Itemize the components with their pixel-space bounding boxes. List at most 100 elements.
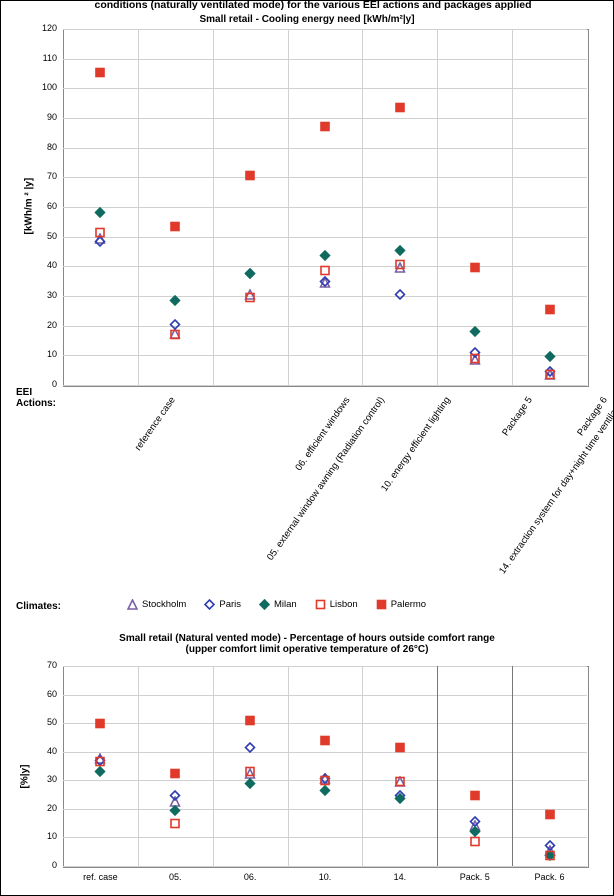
ytick-label: 10	[33, 831, 57, 841]
data-point	[394, 740, 405, 758]
category-label: 14.	[365, 872, 435, 882]
gridline	[63, 237, 587, 238]
chart1-climates-label: Climates:	[16, 601, 61, 612]
category-label: Pack. 5	[440, 872, 510, 882]
data-point	[544, 367, 555, 385]
data-point	[170, 219, 181, 237]
data-point	[95, 716, 106, 734]
gridline	[63, 326, 587, 327]
data-point	[320, 119, 331, 137]
gridline	[63, 177, 587, 178]
gridline	[63, 148, 587, 149]
category-label: ref. case	[65, 872, 135, 882]
ytick-label: 60	[33, 201, 57, 211]
ytick-label: 40	[33, 260, 57, 270]
data-point	[394, 100, 405, 118]
gridline	[63, 752, 587, 753]
gridline	[63, 29, 587, 30]
legend-label: Paris	[219, 599, 241, 610]
ytick-label: 110	[33, 53, 57, 63]
gridline	[213, 29, 214, 385]
gridline	[63, 88, 587, 89]
data-point	[394, 257, 405, 275]
data-point	[394, 774, 405, 792]
chart2-title: Small retail (Natural vented mode) - Per…	[1, 633, 613, 655]
ytick-label: 100	[33, 82, 57, 92]
category-label: reference case	[133, 395, 178, 453]
data-point	[394, 287, 405, 305]
ytick-label: 30	[33, 774, 57, 784]
data-point	[245, 764, 256, 782]
gridline	[63, 837, 587, 838]
ytick-label: 20	[33, 803, 57, 813]
legend-item: Lisbon	[315, 599, 358, 610]
category-label: 10. energy efficient lighting	[379, 395, 453, 494]
data-point	[544, 848, 555, 866]
data-point	[469, 351, 480, 369]
gridline	[63, 385, 587, 386]
gridline	[437, 29, 438, 385]
gridline	[362, 29, 363, 385]
data-point	[245, 713, 256, 731]
gridline	[138, 29, 139, 385]
chart2-ylabel: [%|y]	[20, 741, 31, 789]
gridline	[63, 866, 587, 867]
data-point	[394, 791, 405, 809]
gridline	[63, 59, 587, 60]
data-point	[245, 290, 256, 308]
ytick-label: 30	[33, 290, 57, 300]
data-point	[170, 816, 181, 834]
separator	[437, 666, 438, 866]
legend-item: Palermo	[376, 599, 426, 610]
gridline	[63, 355, 587, 356]
ytick-label: 0	[33, 379, 57, 389]
category-label: 10.	[290, 872, 360, 882]
data-point	[544, 349, 555, 367]
category-label: 05.	[140, 872, 210, 882]
gridline	[288, 29, 289, 385]
ytick-label: 10	[33, 349, 57, 359]
data-point	[95, 754, 106, 772]
data-point	[245, 740, 256, 758]
ytick-label: 90	[33, 112, 57, 122]
ytick-label: 120	[33, 23, 57, 33]
gridline	[213, 666, 214, 866]
legend-item: Stockholm	[127, 599, 186, 610]
legend-label: Lisbon	[330, 599, 358, 610]
legend-item: Milan	[259, 599, 297, 610]
ytick-label: 60	[33, 689, 57, 699]
figure-caption: conditions (naturally ventilated mode) f…	[1, 0, 614, 12]
category-label: Package 5	[500, 395, 535, 438]
legend-label: Palermo	[391, 599, 426, 610]
ytick-label: 20	[33, 320, 57, 330]
gridline	[63, 296, 587, 297]
data-point	[245, 168, 256, 186]
data-point	[245, 266, 256, 284]
category-label: Pack. 6	[515, 872, 585, 882]
data-point	[469, 260, 480, 278]
gridline	[63, 666, 587, 667]
gridline	[63, 723, 587, 724]
gridline	[288, 666, 289, 866]
gridline	[63, 207, 587, 208]
legend-item: Paris	[204, 599, 241, 610]
gridline	[63, 695, 587, 696]
data-point	[320, 733, 331, 751]
ytick-label: 0	[33, 860, 57, 870]
chart1-actions-label: EEI Actions:	[16, 387, 56, 409]
separator	[512, 666, 513, 866]
data-point	[320, 773, 331, 791]
data-point	[544, 807, 555, 825]
gridline	[362, 666, 363, 866]
data-point	[320, 263, 331, 281]
data-point	[170, 327, 181, 345]
ytick-label: 70	[33, 660, 57, 670]
legend-label: Stockholm	[142, 599, 186, 610]
data-point	[469, 834, 480, 852]
ytick-label: 50	[33, 231, 57, 241]
data-point	[95, 225, 106, 243]
chart1-plot-area	[63, 29, 589, 387]
data-point	[544, 302, 555, 320]
data-point	[469, 788, 480, 806]
data-point	[170, 766, 181, 784]
